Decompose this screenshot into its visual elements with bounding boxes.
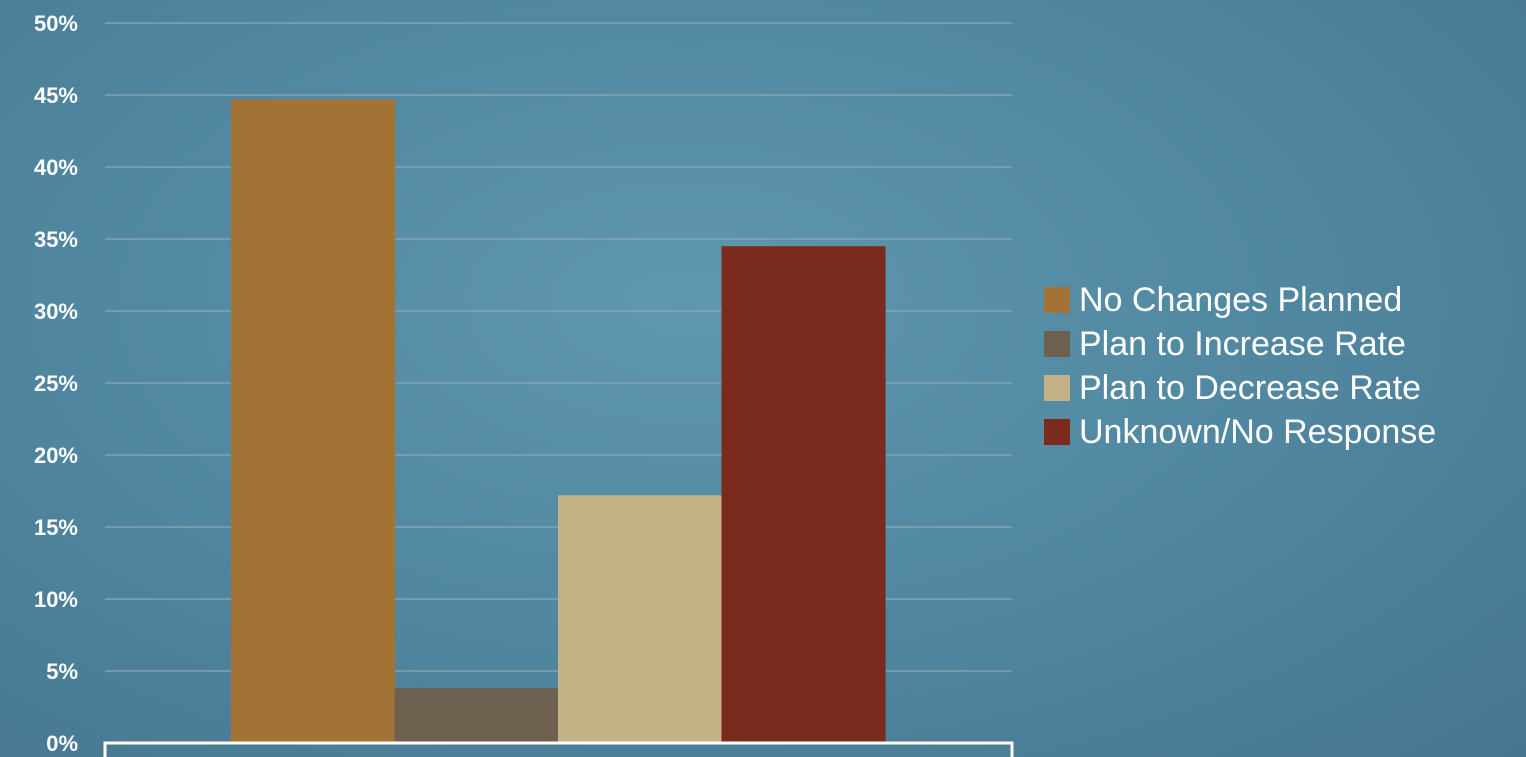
legend-label: Plan to Increase Rate xyxy=(1079,324,1406,363)
legend-swatch xyxy=(1044,287,1070,313)
bar xyxy=(721,246,886,743)
y-tick-label: 10% xyxy=(34,587,78,612)
legend-swatch xyxy=(1044,419,1070,445)
bars xyxy=(231,99,886,743)
bar xyxy=(231,99,396,743)
x-axis-frame xyxy=(103,741,1014,757)
y-tick-label: 5% xyxy=(46,659,78,684)
x-axis-line xyxy=(103,741,1014,757)
legend-item: Plan to Decrease Rate xyxy=(1044,366,1436,410)
y-tick-label: 25% xyxy=(34,371,78,396)
legend-label: Unknown/No Response xyxy=(1079,412,1437,451)
y-tick-label: 40% xyxy=(34,155,78,180)
legend-item: No Changes Planned xyxy=(1044,278,1436,322)
y-tick-label: 20% xyxy=(34,443,78,468)
legend-label: Plan to Decrease Rate xyxy=(1079,368,1422,407)
legend-item: Plan to Increase Rate xyxy=(1044,322,1436,366)
y-tick-label: 0% xyxy=(46,731,78,756)
y-tick-label: 15% xyxy=(34,515,78,540)
legend-swatch xyxy=(1044,331,1070,357)
bar xyxy=(394,688,559,743)
y-tick-label: 30% xyxy=(34,299,78,324)
y-tick-label: 50% xyxy=(34,11,78,36)
legend-item: Unknown/No Response xyxy=(1044,410,1436,454)
y-tick-label: 45% xyxy=(34,83,78,108)
legend-label: No Changes Planned xyxy=(1079,280,1403,319)
legend-swatch xyxy=(1044,375,1070,401)
bar xyxy=(558,495,723,743)
y-axis-tick-labels: 0% 5% 10% 15% 20% 25% 30% 35% 40% 45% 50% xyxy=(34,11,78,756)
y-tick-label: 35% xyxy=(34,227,78,252)
legend: No Changes Planned Plan to Increase Rate P… xyxy=(1044,278,1436,454)
